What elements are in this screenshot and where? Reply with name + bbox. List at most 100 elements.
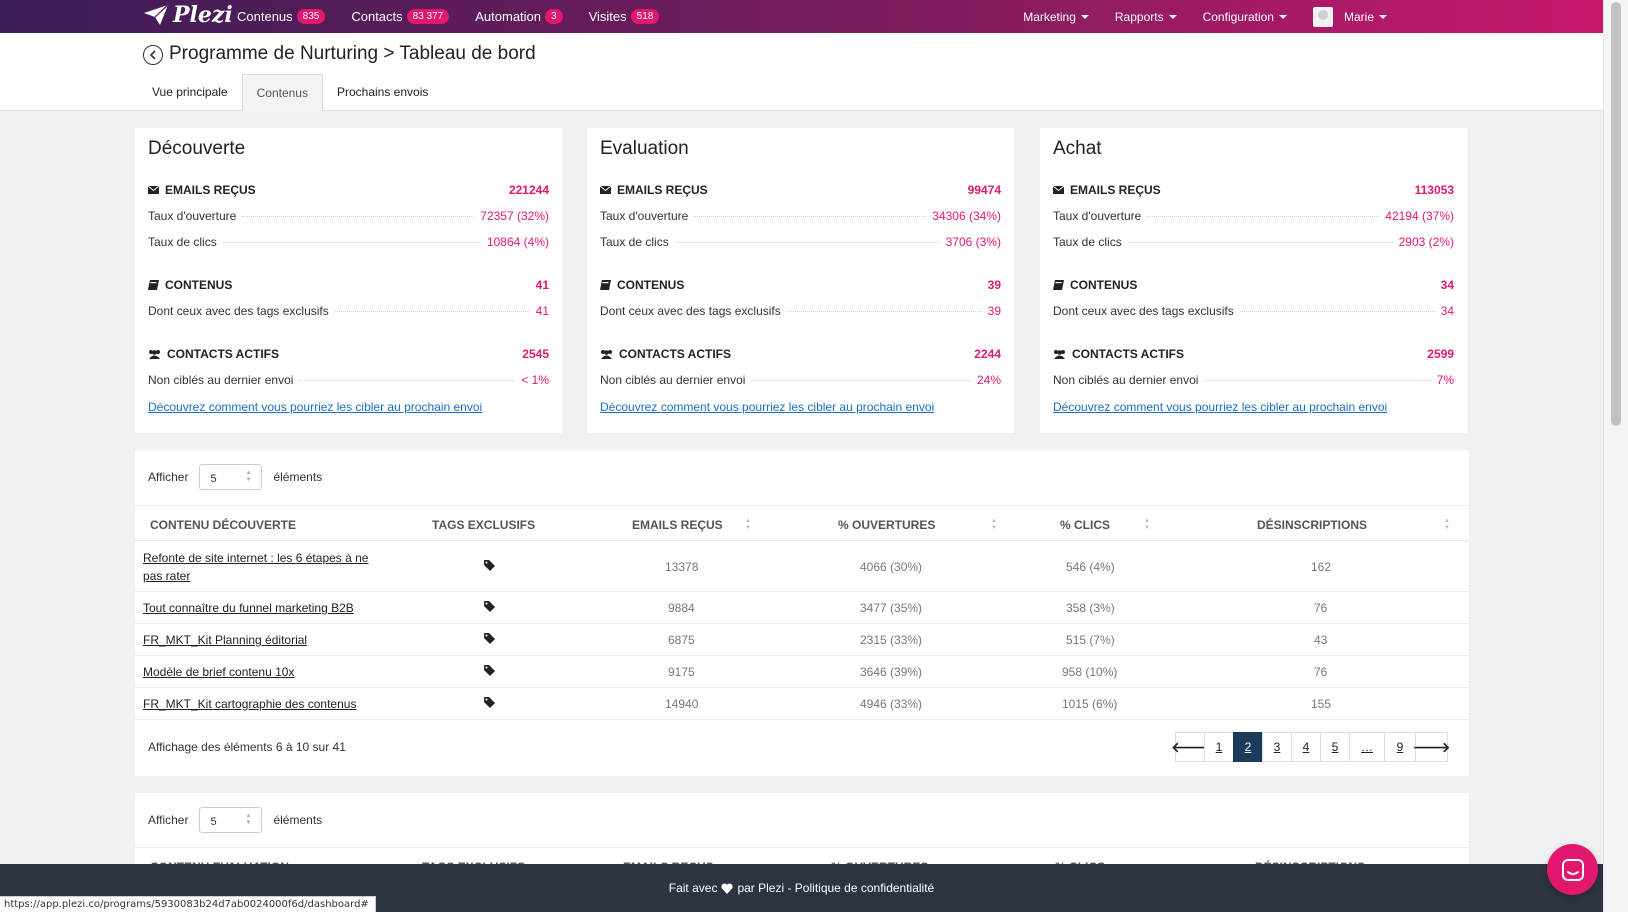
content-link[interactable]: FR_MKT_Kit Planning éditorial xyxy=(143,633,308,647)
contacts-value: 2599 xyxy=(1427,347,1454,361)
open-rate-row: Taux d'ouverture 34306 (34%) xyxy=(600,208,1001,224)
content-link[interactable]: Refonte de site internet : les 6 étapes … xyxy=(143,551,369,583)
col-emails[interactable]: EMAILS REÇUS xyxy=(632,518,723,532)
contents-value: 41 xyxy=(535,278,549,292)
sort-icon[interactable]: ▲ ▼ xyxy=(745,518,751,531)
sort-icon[interactable]: ▲ ▼ xyxy=(1444,518,1450,531)
contents-row: CONTENUS 39 xyxy=(600,277,1001,293)
page-size-select[interactable]: 5 xyxy=(199,464,263,490)
contacts-label-text: CONTACTS ACTIFS xyxy=(619,347,731,361)
tab-vue-principale[interactable]: Vue principale xyxy=(152,85,228,99)
footer-privacy-link[interactable]: par Plezi - Politique de confidentialité xyxy=(737,881,935,895)
table-row: FR_MKT_Kit Planning éditorial 6875 2315 … xyxy=(135,624,1469,656)
menu-rapports[interactable]: Rapports xyxy=(1115,10,1177,24)
plezi-logo[interactable]: Plezi xyxy=(143,2,233,28)
caret-down-icon xyxy=(1080,14,1089,19)
elements-label: éléments xyxy=(273,470,323,484)
sort-icon[interactable]: ▲ ▼ xyxy=(991,518,997,531)
exclusive-value: 41 xyxy=(535,304,549,318)
click-rate-label: Taux de clics xyxy=(148,235,217,249)
tab-contenus[interactable]: Contenus xyxy=(241,74,323,112)
contents-label: CONTENUS xyxy=(148,278,232,292)
nav-label: Visites xyxy=(588,9,627,24)
click-rate-row: Taux de clics 10864 (4%) xyxy=(148,234,549,250)
nav-badge: 835 xyxy=(296,9,326,24)
menu-marketing[interactable]: Marketing xyxy=(1023,10,1089,24)
page-button[interactable]: 9 xyxy=(1384,732,1416,762)
nav-contacts[interactable]: Contacts 83 377 xyxy=(351,9,450,24)
user-menu[interactable]: Marie xyxy=(1312,6,1387,27)
exclusive-row: Dont ceux avec des tags exclusifs 39 xyxy=(600,303,1001,319)
open-rate-value: 34306 (34%) xyxy=(932,209,1001,223)
exclusive-row: Dont ceux avec des tags exclusifs 41 xyxy=(148,303,549,319)
page-scrollbar[interactable] xyxy=(1603,0,1628,912)
nav-visites[interactable]: Visites 518 xyxy=(589,9,660,24)
page-button-active[interactable]: 2 xyxy=(1233,732,1263,762)
emails-cell: 9884 xyxy=(668,601,695,615)
page-button[interactable]: 4 xyxy=(1291,732,1321,762)
contents-row: CONTENUS 34 xyxy=(1053,277,1454,293)
sort-icon[interactable]: ▲ ▼ xyxy=(1144,518,1150,531)
exclusive-value: 34 xyxy=(1440,304,1454,318)
click-rate-label: Taux de clics xyxy=(600,235,669,249)
caret-down-icon xyxy=(1168,14,1177,19)
emails-cell: 14940 xyxy=(665,697,699,711)
col-content[interactable]: CONTENU DÉCOUVERTE xyxy=(150,518,297,532)
next-page-button[interactable]: 🡒 xyxy=(1413,732,1450,762)
tab-prochains-envois[interactable]: Prochains envois xyxy=(336,85,429,99)
contacts-value: 2244 xyxy=(974,347,1001,361)
nav-badge: 3 xyxy=(545,9,563,24)
col-unsubs[interactable]: DÉSINSCRIPTIONS xyxy=(1257,518,1368,532)
back-button[interactable] xyxy=(143,45,163,65)
users-icon xyxy=(1054,350,1065,359)
card-evaluation: Evaluation EMAILS REÇUS 99474 Taux d'ouv… xyxy=(587,128,1014,433)
menu-configuration[interactable]: Configuration xyxy=(1203,10,1287,24)
contacts-row: CONTACTS ACTIFS 2599 xyxy=(1053,346,1454,362)
tag-icon xyxy=(484,560,495,574)
click-rate-value: 2903 (2%) xyxy=(1398,235,1454,249)
page-header: Programme de Nurturing > Tableau de bord… xyxy=(0,33,1603,112)
click-rate-row: Taux de clics 2903 (2%) xyxy=(1053,234,1454,250)
tag-icon xyxy=(484,601,495,615)
table-row: Modèle de brief contenu 10x 9175 3646 (3… xyxy=(135,656,1469,688)
opens-cell: 3477 (35%) xyxy=(860,601,923,615)
open-rate-label: Taux d'ouverture xyxy=(148,209,237,223)
emails-cell: 6875 xyxy=(668,633,695,647)
elements-label: éléments xyxy=(273,813,323,827)
scrollbar-thumb[interactable] xyxy=(1611,2,1621,426)
table-row: Tout connaître du funnel marketing B2B 9… xyxy=(135,592,1469,624)
opens-cell: 4946 (33%) xyxy=(860,697,923,711)
open-rate-label: Taux d'ouverture xyxy=(1053,209,1142,223)
contents-label: CONTENUS xyxy=(600,278,684,292)
tab-bar: Vue principale Contenus Prochains envois xyxy=(138,74,442,112)
page-size-select[interactable]: 5 xyxy=(199,807,263,833)
col-clicks[interactable]: % CLICS xyxy=(1060,518,1111,532)
untargeted-label: Non ciblés au dernier envoi xyxy=(1053,373,1199,387)
chat-button[interactable] xyxy=(1547,844,1598,895)
top-navbar: Plezi Contenus 835 Contacts 83 377 Autom… xyxy=(0,0,1603,33)
page-button[interactable]: 1 xyxy=(1204,732,1234,762)
menu-label: Configuration xyxy=(1202,9,1274,24)
show-label: Afficher xyxy=(148,470,189,484)
page-button[interactable]: 5 xyxy=(1320,732,1350,762)
targeting-link[interactable]: Découvrez comment vous pourriez les cibl… xyxy=(600,400,935,414)
col-tags[interactable]: TAGS EXCLUSIFS xyxy=(432,518,536,532)
envelope-icon xyxy=(148,185,159,194)
contacts-label: CONTACTS ACTIFS xyxy=(600,347,731,361)
nav-automation[interactable]: Automation 3 xyxy=(475,9,563,24)
contents-value: 39 xyxy=(987,278,1001,292)
exclusive-row: Dont ceux avec des tags exclusifs 34 xyxy=(1053,303,1454,319)
content-link[interactable]: Tout connaître du funnel marketing B2B xyxy=(143,601,354,615)
untargeted-row: Non ciblés au dernier envoi 24% xyxy=(600,372,1001,388)
page-button[interactable]: 3 xyxy=(1262,732,1292,762)
users-icon xyxy=(149,350,160,359)
col-opens[interactable]: % OUVERTURES xyxy=(838,518,936,532)
nav-contenus[interactable]: Contenus 835 xyxy=(237,9,326,24)
book-icon xyxy=(600,280,611,290)
untargeted-value: < 1% xyxy=(521,373,549,387)
content-link[interactable]: Modèle de brief contenu 10x xyxy=(143,665,295,679)
content-link[interactable]: FR_MKT_Kit cartographie des contenus xyxy=(143,697,357,711)
prev-page-button[interactable]: 🡐 xyxy=(1171,732,1209,762)
targeting-link[interactable]: Découvrez comment vous pourriez les cibl… xyxy=(1053,400,1388,414)
targeting-link[interactable]: Découvrez comment vous pourriez les cibl… xyxy=(148,400,483,414)
